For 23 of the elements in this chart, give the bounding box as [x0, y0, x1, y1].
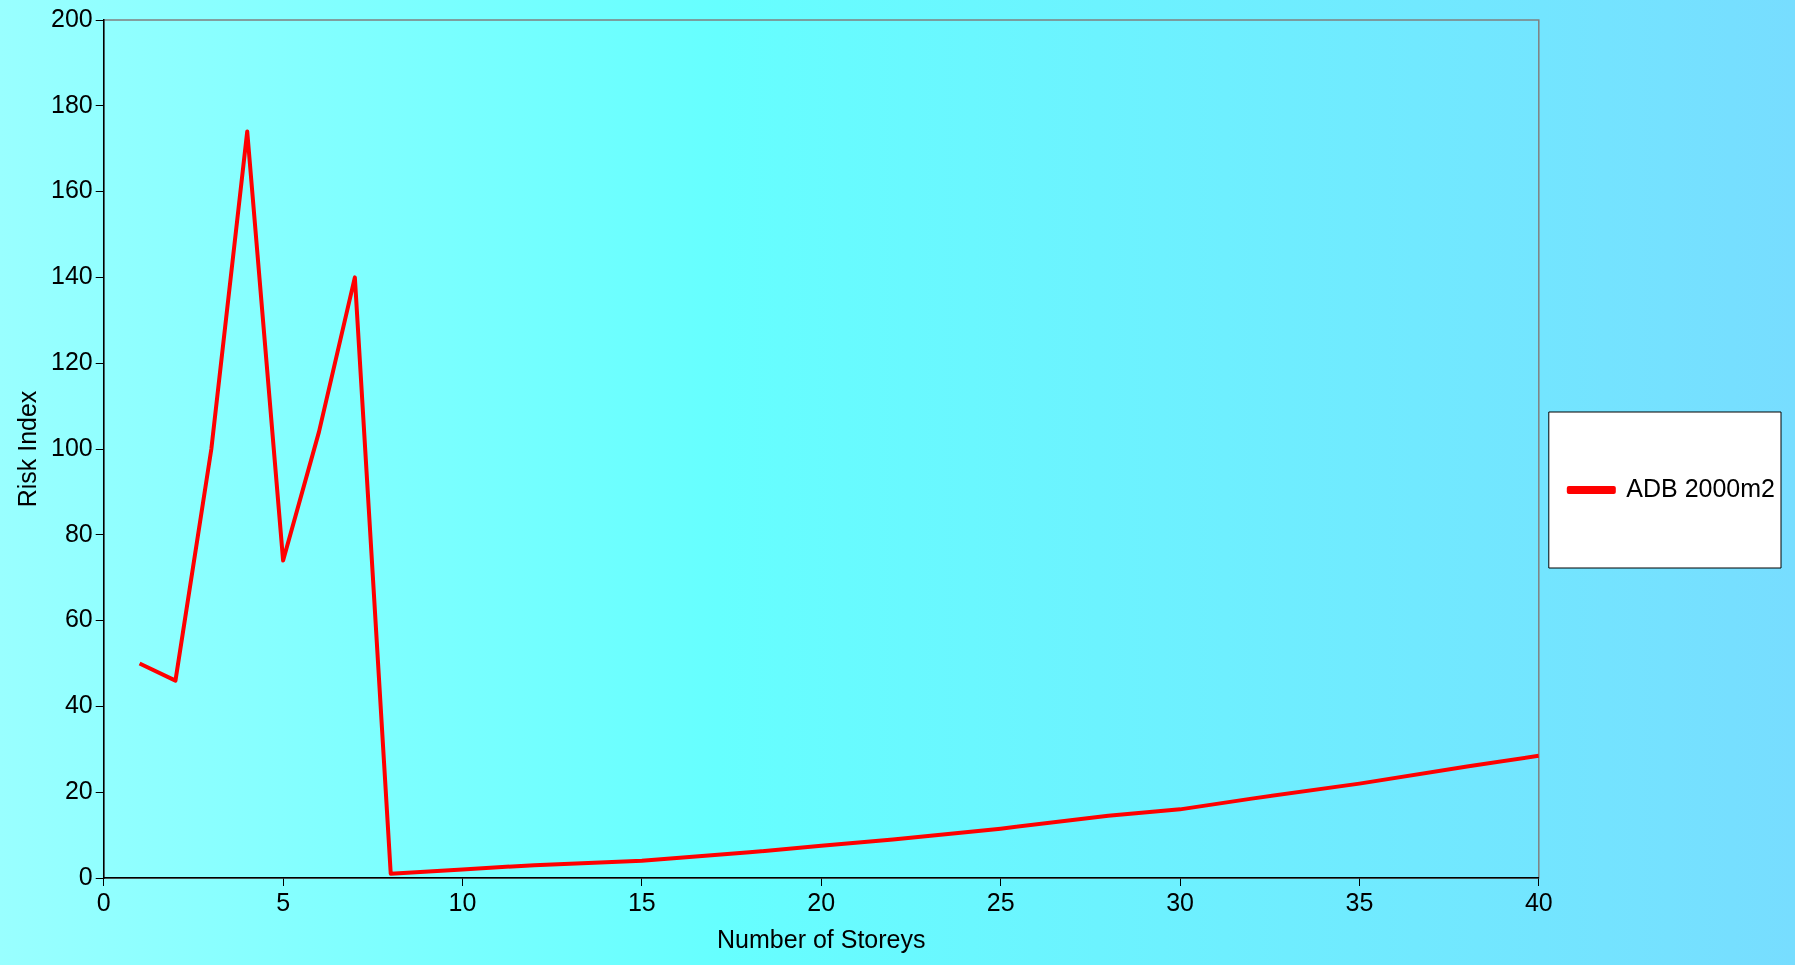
y-tick-label: 140: [50, 261, 93, 290]
y-tick-label: 180: [50, 89, 93, 118]
y-axis-title: Risk Index: [12, 390, 41, 508]
y-tick-label: 160: [50, 175, 93, 204]
x-tick-label: 20: [807, 887, 836, 916]
y-tick-label: 20: [64, 776, 93, 805]
x-tick-label: 10: [448, 887, 477, 916]
y-tick-label: 0: [78, 861, 93, 890]
x-tick-label: 40: [1524, 887, 1553, 916]
y-tick-label: 200: [50, 3, 93, 32]
y-tick-label: 80: [64, 518, 93, 547]
x-tick-label: 30: [1166, 887, 1194, 916]
x-tick-label: 5: [276, 887, 291, 916]
x-tick-label: 15: [627, 887, 656, 916]
x-tick-label: 0: [96, 887, 111, 916]
legend-label: ADB 2000m2: [1626, 473, 1776, 502]
x-axis-title: Number of Storeys: [717, 924, 926, 953]
y-tick-label: 60: [64, 604, 93, 633]
y-tick-label: 100: [50, 432, 93, 461]
y-tick-label: 40: [64, 690, 93, 719]
x-tick-label: 25: [986, 887, 1015, 916]
x-tick-label: 35: [1345, 887, 1374, 916]
y-tick-label: 120: [50, 347, 93, 376]
